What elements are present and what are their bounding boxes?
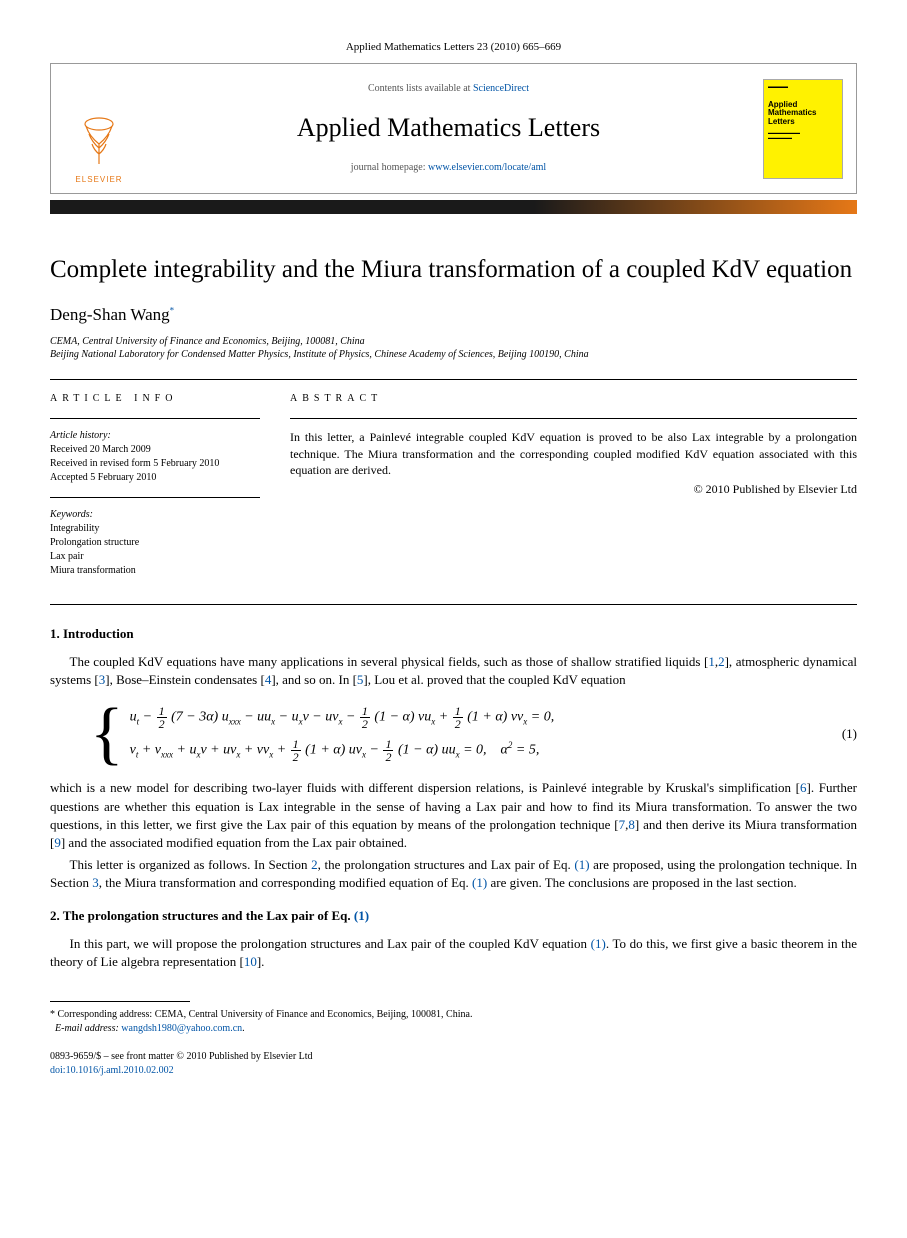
contents-available-line: Contents lists available at ScienceDirec… [368,82,529,96]
article-history-block: Article history: Received 20 March 2009 … [50,429,260,485]
equation-1: { ut − 12 (7 − 3α) uxxx − uux − uxv − uv… [90,697,857,771]
publisher-name: ELSEVIER [75,174,122,185]
p1c: ], Bose–Einstein condensates [ [105,672,265,687]
cover-decoration: ▬▬▬▬▬▬▬▬▬▬▬▬▬▬ [768,131,838,141]
p2d: ] and the associated modified equation f… [61,835,407,850]
gradient-divider-bar [50,200,857,214]
keyword-3: Lax pair [50,550,260,564]
author-email-link[interactable]: wangdsh1980@yahoo.com.cn [121,1023,242,1034]
publisher-logo-area: ELSEVIER [59,72,139,184]
doi-value: 10.1016/j.aml.2010.02.002 [66,1065,174,1076]
affiliations: CEMA, Central University of Finance and … [50,335,857,361]
authors-line: Deng-Shan Wang* [50,303,857,327]
eq-link-1b[interactable]: (1) [472,875,487,890]
p3e: are given. The conclusions are proposed … [487,875,797,890]
email-label: E-mail address: [55,1023,121,1034]
history-accepted: Accepted 5 February 2010 [50,471,260,485]
homepage-prefix: journal homepage: [351,162,428,173]
corresponding-footnote: * Corresponding address: CEMA, Central U… [50,1008,857,1036]
p3b: , the prolongation structures and Lax pa… [318,857,575,872]
info-divider-1 [50,418,260,419]
sciencedirect-link[interactable]: ScienceDirect [473,83,529,94]
journal-header-box: ELSEVIER Contents lists available at Sci… [50,63,857,193]
eq-link-1a[interactable]: (1) [574,857,589,872]
author-marker-text: * [170,305,175,315]
history-revised: Received in revised form 5 February 2010 [50,457,260,471]
journal-name: Applied Mathematics Letters [297,110,600,146]
affiliation-1: CEMA, Central University of Finance and … [50,335,857,348]
footnote-separator [50,1001,190,1002]
info-divider-2 [50,497,260,498]
eq-link-1c[interactable]: (1) [591,936,606,951]
doi-link[interactable]: doi:10.1016/j.aml.2010.02.002 [50,1065,174,1076]
equation-lines: ut − 12 (7 − 3α) uxxx − uux − uxv − uvx … [130,697,817,771]
article-title: Complete integrability and the Miura tra… [50,254,857,285]
p1d: ], and so on. In [ [271,672,357,687]
keywords-label: Keywords: [50,508,260,522]
p2a: which is a new model for describing two-… [50,780,800,795]
section-2-para-1: In this part, we will propose the prolon… [50,935,857,971]
intro-para-2: which is a new model for describing two-… [50,779,857,852]
elsevier-tree-icon [74,116,124,172]
cover-title: Applied Mathematics Letters [768,101,838,127]
intro-para-1: The coupled KdV equations have many appl… [50,653,857,689]
p1a: The coupled KdV equations have many appl… [70,654,709,669]
contents-prefix: Contents lists available at [368,83,473,94]
keyword-1: Integrability [50,522,260,536]
affiliation-2: Beijing National Laboratory for Condense… [50,348,857,361]
ref-link-1[interactable]: 1 [708,654,715,669]
header-center: Contents lists available at ScienceDirec… [139,72,758,184]
s2-heading-eq-link[interactable]: (1) [354,908,369,923]
p3a: This letter is organized as follows. In … [70,857,312,872]
cover-thumbnail-area: ▬▬▬▬ Applied Mathematics Letters ▬▬▬▬▬▬▬… [758,72,848,184]
author-name: Deng-Shan Wang [50,305,170,324]
ref-link-7[interactable]: 7 [619,817,626,832]
section-1-heading: 1. Introduction [50,625,857,643]
s2p1c: ]. [257,954,265,969]
footer-block: 0893-9659/$ – see front matter © 2010 Pu… [50,1050,857,1078]
p1e: ], Lou et al. proved that the coupled Kd… [363,672,625,687]
equation-brace-icon: { [90,699,124,769]
abstract-divider [290,418,857,419]
keywords-block: Keywords: Integrability Prolongation str… [50,508,260,578]
p3d: , the Miura transformation and correspon… [99,875,472,890]
cover-small-text: ▬▬▬▬ [768,84,838,91]
journal-cover-thumbnail: ▬▬▬▬ Applied Mathematics Letters ▬▬▬▬▬▬▬… [763,79,843,179]
history-received: Received 20 March 2009 [50,443,260,457]
top-citation: Applied Mathematics Letters 23 (2010) 66… [50,40,857,55]
section-2-heading: 2. The prolongation structures and the L… [50,907,857,925]
abstract-copyright: © 2010 Published by Elsevier Ltd [290,481,857,498]
s2-heading-text: 2. The prolongation structures and the L… [50,908,354,923]
history-label: Article history: [50,429,260,443]
journal-homepage-line: journal homepage: www.elsevier.com/locat… [351,161,546,175]
doi-line: doi:10.1016/j.aml.2010.02.002 [50,1064,857,1078]
corresponding-author-marker[interactable]: * [170,305,175,324]
email-suffix: . [242,1023,245,1034]
equation-number-1: (1) [817,725,857,743]
info-abstract-row: ARTICLE INFO Article history: Received 2… [50,379,857,605]
footnote-label: Corresponding address: [58,1009,155,1020]
journal-homepage-link[interactable]: www.elsevier.com/locate/aml [428,162,546,173]
article-info-header: ARTICLE INFO [50,392,260,406]
doi-label: doi: [50,1065,66,1076]
abstract-header: ABSTRACT [290,392,857,406]
article-info-column: ARTICLE INFO Article history: Received 2… [50,392,260,590]
eq-line-2: vt + vxxx + uxv + uvx + vvx + 12 (1 + α)… [130,738,817,763]
keyword-4: Miura transformation [50,564,260,578]
s2p1a: In this part, we will propose the prolon… [70,936,591,951]
abstract-column: ABSTRACT In this letter, a Painlevé inte… [290,392,857,590]
elsevier-logo: ELSEVIER [69,121,129,181]
intro-para-3: This letter is organized as follows. In … [50,856,857,892]
abstract-text: In this letter, a Painlevé integrable co… [290,429,857,479]
issn-copyright-line: 0893-9659/$ – see front matter © 2010 Pu… [50,1050,857,1064]
footnote-address: CEMA, Central University of Finance and … [155,1009,473,1020]
eq-line-1: ut − 12 (7 − 3α) uxxx − uux − uxv − uvx … [130,705,817,730]
keyword-2: Prolongation structure [50,536,260,550]
ref-link-10[interactable]: 10 [244,954,257,969]
footnote-marker: * [50,1009,55,1020]
